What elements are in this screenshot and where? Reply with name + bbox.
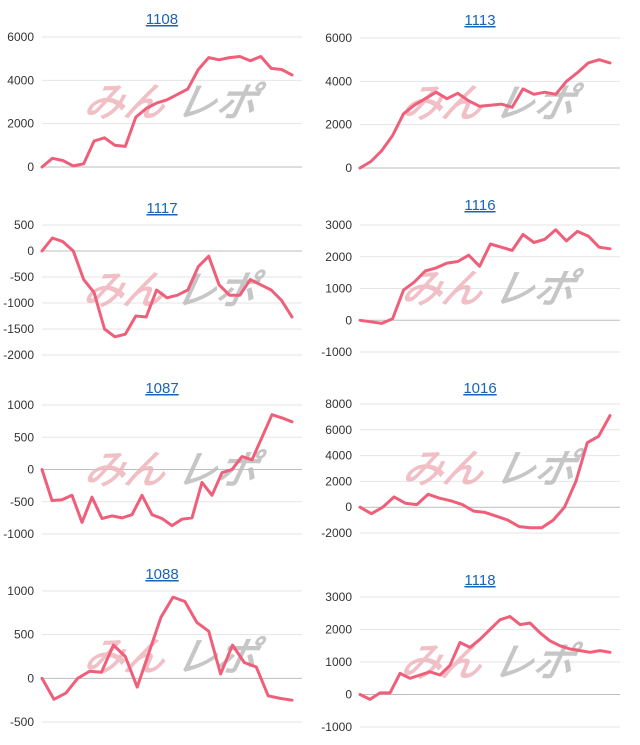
chart-panel-1118: 1118 -1000 0 1000 2000 3000 みん レポ bbox=[320, 555, 640, 745]
y-tick-label: 2000 bbox=[325, 250, 352, 264]
watermark-logo-right: レポ bbox=[491, 445, 588, 492]
chart-panel-1016: 1016 -2000 0 2000 4000 6000 8000 みん レポ bbox=[320, 370, 640, 555]
y-tick-label: 1000 bbox=[325, 655, 352, 669]
y-tick-label: 0 bbox=[345, 688, 352, 702]
series-line bbox=[40, 595, 294, 702]
chart-svg-1016: 1016 -2000 0 2000 4000 6000 8000 みん レポ bbox=[321, 380, 620, 540]
series-line bbox=[40, 413, 294, 528]
series-line bbox=[358, 58, 612, 170]
y-tick-label: 0 bbox=[345, 161, 352, 175]
y-tick-label: 2000 bbox=[325, 118, 352, 132]
series-line bbox=[40, 55, 294, 169]
y-tick-label: -1000 bbox=[321, 720, 352, 734]
watermark-logo-right: レポ bbox=[490, 265, 587, 312]
y-tick-label: 1000 bbox=[325, 282, 352, 296]
chart-title[interactable]: 1116 bbox=[464, 197, 495, 214]
y-tick-label: 3000 bbox=[325, 218, 352, 232]
chart-panel-1116: 1116 -1000 0 1000 2000 3000 みん レポ bbox=[320, 185, 640, 370]
y-tick-label: 4000 bbox=[325, 449, 352, 463]
y-tick-label: -1500 bbox=[3, 322, 34, 336]
y-tick-label: -500 bbox=[10, 495, 34, 509]
y-tick-label: 0 bbox=[27, 244, 34, 258]
chart-panel-1117: 1117 -2000 -1500 -1000 -500 0 500 みん レポ bbox=[0, 185, 320, 370]
y-tick-label: -1000 bbox=[3, 527, 34, 541]
y-tick-label: 3000 bbox=[325, 590, 352, 604]
chart-panel-1088: 1088 -500 0 500 1000 みん レポ bbox=[0, 555, 320, 745]
chart-panel-1113: 1113 0 2000 4000 6000 みん レポ bbox=[320, 0, 640, 185]
y-tick-label: 0 bbox=[345, 313, 352, 327]
y-tick-label: -500 bbox=[10, 270, 34, 284]
chart-title[interactable]: 1088 bbox=[145, 566, 178, 583]
y-tick-label: -1000 bbox=[3, 296, 34, 310]
y-tick-label: 0 bbox=[27, 671, 34, 685]
chart-title[interactable]: 1016 bbox=[463, 380, 496, 397]
y-tick-label: -2000 bbox=[321, 526, 352, 540]
y-tick-label: 500 bbox=[14, 628, 34, 642]
chart-panel-1108: 1108 0 2000 4000 6000 みん レポ bbox=[0, 0, 320, 185]
y-tick-label: 4000 bbox=[7, 73, 34, 87]
series-line bbox=[40, 236, 294, 339]
chart-title[interactable]: 1117 bbox=[146, 200, 177, 217]
series-line bbox=[358, 414, 612, 530]
watermark-logo-left: みん bbox=[399, 445, 491, 492]
chart-title[interactable]: 1113 bbox=[464, 12, 495, 29]
y-tick-label: -1000 bbox=[321, 345, 352, 359]
series-line bbox=[358, 615, 612, 701]
y-tick-label: 1000 bbox=[7, 398, 34, 412]
y-tick-label: -500 bbox=[10, 715, 34, 729]
y-tick-label: 6000 bbox=[325, 423, 352, 437]
y-tick-label: 0 bbox=[27, 160, 34, 174]
watermark-logo-left: みん bbox=[81, 446, 173, 493]
chart-title[interactable]: 1087 bbox=[145, 380, 178, 397]
watermark-logo-right: レポ bbox=[172, 78, 269, 125]
watermark-logo-right: レポ bbox=[489, 638, 586, 685]
y-tick-label: 2000 bbox=[325, 623, 352, 637]
y-tick-label: 0 bbox=[345, 500, 352, 514]
y-tick-label: 0 bbox=[27, 463, 34, 477]
chart-title[interactable]: 1118 bbox=[464, 572, 495, 589]
y-tick-label: 8000 bbox=[325, 397, 352, 411]
y-tick-label: 6000 bbox=[7, 30, 34, 44]
y-tick-label: 2000 bbox=[7, 117, 34, 131]
watermark-logo-right: レポ bbox=[490, 79, 587, 126]
y-tick-label: 500 bbox=[14, 430, 34, 444]
chart-svg-1116: 1116 -1000 0 1000 2000 3000 みん レポ bbox=[321, 197, 620, 359]
y-tick-label: 1000 bbox=[7, 584, 34, 598]
watermark-logo-left: みん bbox=[398, 265, 490, 312]
y-tick-label: -2000 bbox=[3, 348, 34, 362]
y-tick-label: 4000 bbox=[325, 74, 352, 88]
chart-title[interactable]: 1108 bbox=[146, 11, 178, 28]
y-tick-label: 500 bbox=[14, 218, 34, 232]
y-tick-label: 2000 bbox=[325, 474, 352, 488]
y-tick-label: 6000 bbox=[325, 31, 352, 45]
series-line bbox=[358, 228, 612, 325]
chart-panel-1087: 1087 -1000 -500 0 500 1000 みん レポ bbox=[0, 370, 320, 555]
